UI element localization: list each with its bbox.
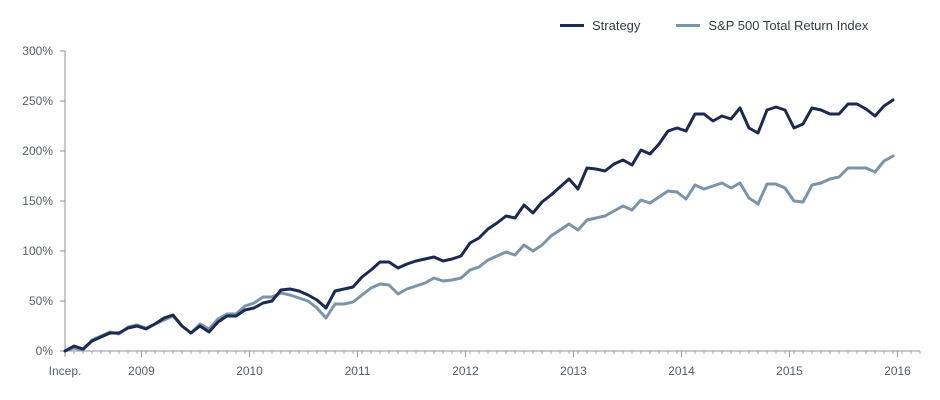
- x-tick-label: 2014: [668, 364, 695, 378]
- y-tick-label: 100%: [22, 244, 53, 258]
- x-tick-label: 2011: [345, 364, 371, 378]
- y-tick-label: 50%: [29, 294, 53, 308]
- legend-item-strategy: Strategy: [560, 18, 640, 33]
- legend-label-sp500: S&P 500 Total Return Index: [708, 18, 869, 33]
- y-tick-label: 150%: [22, 194, 53, 208]
- y-tick-label: 300%: [22, 44, 53, 58]
- x-tick-label: 2010: [236, 364, 263, 378]
- legend-swatch-sp500: [676, 24, 701, 27]
- legend-label-strategy: Strategy: [592, 18, 641, 33]
- x-tick-label: 2015: [776, 364, 803, 378]
- legend: Strategy S&P 500 Total Return Index: [560, 18, 868, 33]
- x-tick-label: Incep.: [49, 364, 82, 378]
- series-line-strategy: [63, 98, 895, 353]
- series-lines: [63, 98, 895, 353]
- legend-swatch-strategy: [560, 24, 584, 27]
- y-tick-label: 0%: [36, 344, 54, 358]
- y-tick-label: 200%: [22, 144, 53, 158]
- x-tick-label: 2016: [884, 364, 911, 378]
- x-tick-label: 2009: [128, 364, 155, 378]
- legend-item-sp500: S&P 500 Total Return Index: [676, 18, 868, 33]
- series-line-sp500: [63, 154, 895, 353]
- axes: 0% 50% 100% 150% 200% 250% 300% Incep. 2009 2010 2…: [22, 44, 921, 378]
- x-tick-label: 2013: [560, 364, 587, 378]
- x-tick-label: 2012: [452, 364, 479, 378]
- y-tick-label: 250%: [22, 94, 53, 108]
